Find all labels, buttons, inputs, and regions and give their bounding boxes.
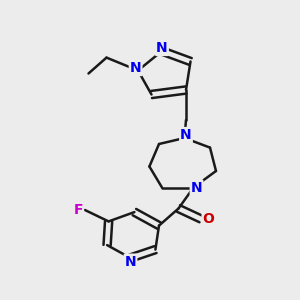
Text: N: N xyxy=(130,61,141,75)
Text: F: F xyxy=(74,203,83,217)
Text: N: N xyxy=(125,255,136,268)
Text: O: O xyxy=(202,212,214,226)
Text: N: N xyxy=(191,181,202,194)
Text: N: N xyxy=(156,41,168,55)
Text: N: N xyxy=(180,128,192,142)
